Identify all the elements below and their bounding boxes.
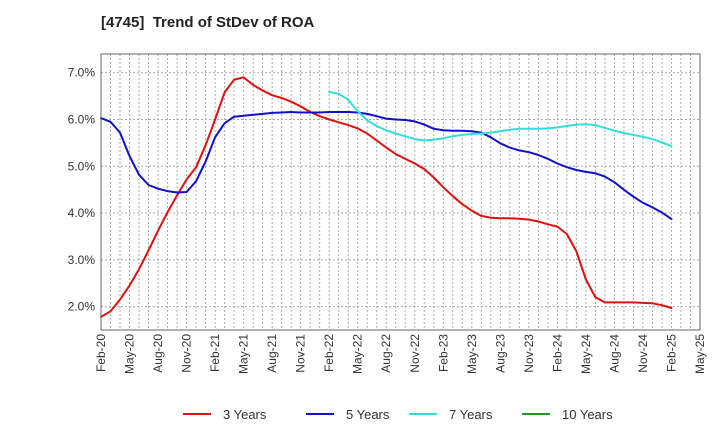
legend-label: 7 Years bbox=[449, 407, 493, 422]
x-tick-label: Feb-22 bbox=[322, 334, 336, 372]
series-line-5-years bbox=[100, 111, 673, 221]
y-tick-label: 6.0% bbox=[68, 112, 96, 126]
x-tick-label: Nov-23 bbox=[522, 334, 536, 373]
legend-label: 10 Years bbox=[562, 407, 613, 422]
y-tick-label: 2.0% bbox=[68, 300, 96, 314]
x-tick-label: May-20 bbox=[123, 334, 137, 374]
y-tick-label: 3.0% bbox=[68, 253, 96, 267]
y-tick-label: 7.0% bbox=[68, 66, 96, 80]
legend-label: 5 Years bbox=[346, 407, 390, 422]
x-tick-label: Aug-22 bbox=[379, 334, 393, 373]
grid bbox=[101, 54, 700, 330]
x-tick-label: Feb-21 bbox=[208, 334, 222, 372]
x-tick-label: Feb-25 bbox=[664, 334, 678, 372]
x-tick-label: Nov-24 bbox=[636, 334, 650, 373]
x-tick-label: May-24 bbox=[579, 334, 593, 374]
series-lines bbox=[100, 76, 673, 318]
x-tick-label: May-22 bbox=[351, 334, 365, 374]
x-tick-label: May-21 bbox=[237, 334, 251, 374]
y-tick-label: 4.0% bbox=[68, 206, 96, 220]
x-tick-label: Feb-23 bbox=[436, 334, 450, 372]
chart-title: [4745] Trend of StDev of ROA bbox=[101, 14, 315, 31]
x-tick-label: Aug-20 bbox=[151, 334, 165, 373]
legend: 3 Years 5 Years 7 Years 10 Years bbox=[183, 407, 613, 422]
x-tick-label: Aug-23 bbox=[493, 334, 507, 373]
series-line-7-years bbox=[328, 90, 673, 148]
x-tick-label: Nov-20 bbox=[180, 334, 194, 373]
x-tick-label: Aug-24 bbox=[607, 334, 621, 373]
x-tick-label: Aug-21 bbox=[265, 334, 279, 373]
x-tick-label: May-25 bbox=[693, 334, 707, 374]
legend-label: 3 Years bbox=[223, 407, 267, 422]
x-tick-label: Nov-21 bbox=[294, 334, 308, 373]
x-tick-label: May-23 bbox=[465, 334, 479, 374]
plot-area-background bbox=[101, 54, 700, 330]
x-tick-label: Feb-24 bbox=[550, 334, 564, 372]
series-line-3-years bbox=[100, 76, 673, 318]
plot-area-border bbox=[100, 53, 701, 331]
y-tick-label: 5.0% bbox=[68, 159, 96, 173]
x-tick-label: Feb-20 bbox=[94, 334, 108, 372]
x-tick-label: Nov-22 bbox=[408, 334, 422, 373]
axis-tick-labels: 2.0% 3.0% 4.0% 5.0% 6.0% 7.0% Feb-20 May-20 Aug-… bbox=[68, 66, 707, 374]
